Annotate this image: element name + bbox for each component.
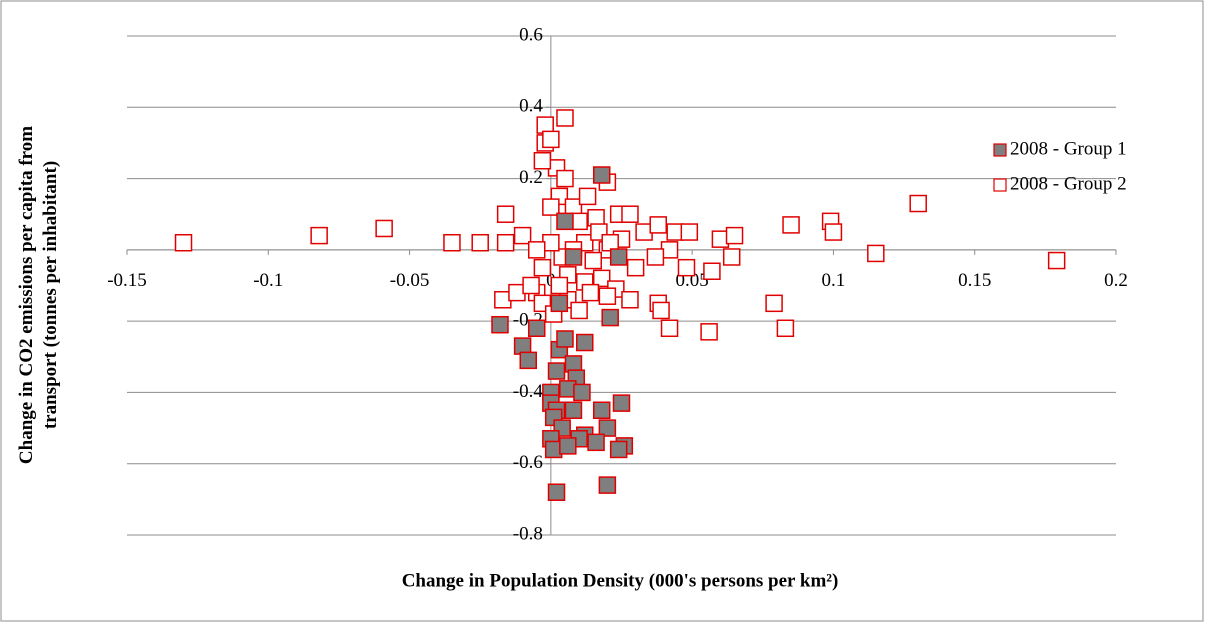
point bbox=[867, 244, 885, 263]
point bbox=[519, 351, 538, 370]
point bbox=[559, 437, 577, 455]
x-tick-label: -0.05 bbox=[390, 270, 430, 291]
x-tick-label: -0.1 bbox=[253, 270, 283, 291]
point bbox=[652, 301, 670, 320]
point bbox=[646, 248, 665, 266]
point bbox=[471, 233, 489, 252]
point bbox=[496, 233, 515, 252]
point bbox=[573, 383, 591, 402]
legend-label: 2008 - Group 1 bbox=[1010, 138, 1127, 159]
point bbox=[609, 248, 628, 266]
point bbox=[513, 226, 532, 245]
point bbox=[547, 362, 566, 380]
point bbox=[570, 301, 588, 320]
x-axis-label: Change in Population Density (000's pers… bbox=[402, 570, 839, 591]
point bbox=[660, 319, 679, 338]
point bbox=[576, 333, 594, 352]
point bbox=[310, 226, 328, 245]
point bbox=[556, 169, 574, 188]
point bbox=[527, 241, 546, 259]
point bbox=[547, 483, 566, 501]
point bbox=[612, 394, 631, 412]
point bbox=[1047, 251, 1066, 270]
point bbox=[649, 216, 667, 234]
point bbox=[621, 205, 639, 223]
point bbox=[375, 219, 393, 238]
point bbox=[550, 276, 569, 295]
point bbox=[621, 291, 639, 309]
point bbox=[680, 223, 699, 241]
y-tick-label: 0.4 bbox=[519, 96, 543, 117]
y-axis-label: Change in CO2 emissions per capita from … bbox=[16, 125, 61, 465]
point bbox=[703, 262, 721, 280]
point bbox=[556, 109, 574, 127]
x-tick-label: 0.2 bbox=[1104, 270, 1128, 291]
x-tick-label: 0.15 bbox=[958, 270, 991, 291]
point bbox=[578, 187, 597, 206]
point bbox=[677, 258, 696, 277]
point bbox=[909, 194, 927, 213]
point bbox=[522, 276, 540, 295]
point bbox=[722, 248, 741, 266]
point bbox=[564, 401, 583, 419]
point bbox=[598, 287, 617, 305]
x-tick-label: -0.15 bbox=[107, 270, 147, 291]
point bbox=[700, 323, 718, 341]
point bbox=[556, 330, 574, 348]
y-tick-label: 0.6 bbox=[519, 24, 543, 45]
point bbox=[592, 166, 611, 184]
point bbox=[592, 269, 611, 288]
point bbox=[776, 319, 795, 338]
point bbox=[556, 212, 574, 231]
point bbox=[527, 319, 546, 338]
point bbox=[542, 130, 560, 149]
point bbox=[598, 419, 617, 437]
point bbox=[581, 283, 600, 302]
point bbox=[765, 294, 783, 313]
point bbox=[542, 198, 560, 216]
point bbox=[564, 248, 583, 266]
point bbox=[533, 152, 552, 170]
point bbox=[598, 476, 617, 494]
point bbox=[782, 216, 800, 234]
point bbox=[626, 258, 645, 277]
point bbox=[491, 315, 509, 334]
point bbox=[587, 433, 605, 452]
point bbox=[725, 226, 744, 245]
point bbox=[609, 440, 628, 459]
point bbox=[496, 205, 515, 223]
legend-marker bbox=[993, 178, 1007, 192]
legend-marker bbox=[993, 143, 1007, 157]
point bbox=[592, 401, 611, 419]
point bbox=[533, 258, 552, 277]
point bbox=[443, 233, 461, 252]
legend-label: 2008 - Group 2 bbox=[1010, 173, 1127, 194]
y-tick-label: -0.8 bbox=[513, 523, 543, 544]
y-tick-label: 0.2 bbox=[519, 167, 543, 188]
x-tick-label: 0.1 bbox=[822, 270, 846, 291]
point bbox=[550, 294, 569, 313]
point bbox=[174, 233, 193, 252]
point bbox=[824, 223, 843, 241]
y-tick-label: -0.4 bbox=[513, 381, 544, 402]
y-tick-label: -0.6 bbox=[513, 452, 543, 473]
point bbox=[584, 251, 602, 270]
point bbox=[601, 308, 619, 327]
